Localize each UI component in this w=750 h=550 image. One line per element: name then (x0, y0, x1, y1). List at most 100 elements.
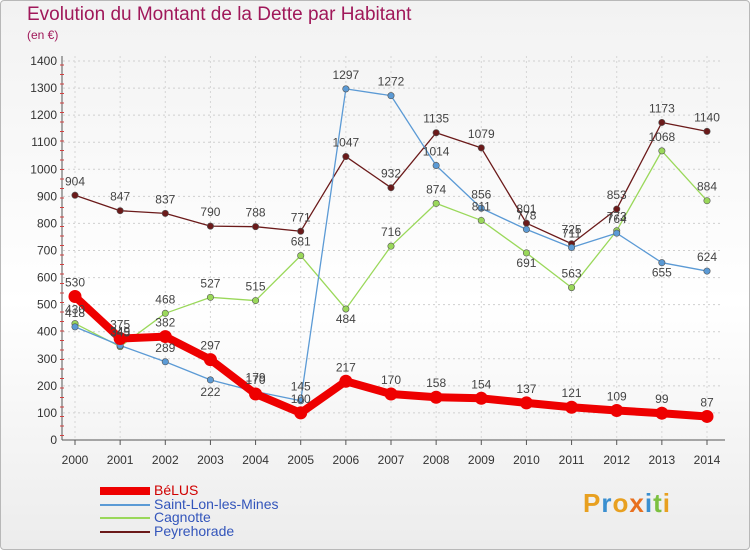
legend-swatch (100, 530, 150, 533)
data-point-peyrehorade (206, 222, 214, 230)
data-point-b-lus (610, 403, 624, 417)
data-label-cagnotte: 884 (697, 180, 717, 194)
x-tick-label: 2010 (513, 453, 540, 467)
data-label-saint-lon-les-mines: 624 (697, 250, 717, 264)
x-tick-label: 2006 (333, 453, 360, 467)
y-tick-label: 700 (37, 244, 57, 258)
data-label-peyrehorade: 790 (200, 205, 220, 219)
data-label-b-lus: 109 (607, 389, 627, 403)
data-label-cagnotte: 515 (246, 280, 266, 294)
data-point-saint-lon-les-mines (703, 267, 711, 275)
legend-label: Peyrehorade (154, 522, 235, 539)
data-label-peyrehorade: 788 (246, 206, 266, 220)
y-tick-label: 1300 (30, 81, 57, 95)
logo-letter: P (583, 488, 602, 518)
data-point-cagnotte (252, 297, 260, 305)
data-point-cagnotte (522, 249, 530, 257)
data-label-cagnotte: 773 (607, 210, 627, 224)
legend-swatch (100, 517, 150, 519)
data-label-b-lus: 375 (110, 317, 130, 331)
data-point-peyrehorade (161, 209, 169, 217)
data-label-peyrehorade: 904 (65, 174, 85, 188)
logo-letter: r (601, 488, 613, 518)
x-tick-label: 2009 (468, 453, 495, 467)
data-point-b-lus (519, 396, 533, 410)
y-tick-label: 800 (37, 216, 57, 230)
data-point-saint-lon-les-mines (432, 161, 440, 169)
x-tick-label: 2007 (378, 453, 405, 467)
data-label-b-lus: 170 (381, 373, 401, 387)
data-point-b-lus (429, 390, 443, 404)
x-tick-label: 2008 (423, 453, 450, 467)
data-point-cagnotte (387, 242, 395, 250)
data-label-b-lus: 121 (562, 386, 582, 400)
data-labels: 904 847 837 790 788 771 1047 932 1135 1079 801 725 8… (65, 68, 720, 410)
x-tick-label: 2002 (152, 453, 179, 467)
data-point-saint-lon-les-mines (568, 244, 576, 252)
data-label-b-lus: 297 (200, 339, 220, 353)
y-tick-label: 400 (37, 325, 57, 339)
logo-letter: t (653, 488, 663, 518)
data-label-saint-lon-les-mines: 179 (246, 371, 266, 385)
chart-title: Evolution du Montant de la Dette par Hab… (27, 4, 412, 25)
data-label-cagnotte: 468 (155, 292, 175, 306)
data-label-cagnotte: 681 (291, 235, 311, 249)
x-tick-label: 2005 (287, 453, 314, 467)
data-point-cagnotte (703, 197, 711, 205)
data-point-b-lus (700, 409, 714, 423)
grid-lines (63, 56, 723, 441)
data-point-saint-lon-les-mines (387, 92, 395, 100)
data-point-peyrehorade (703, 127, 711, 135)
data-label-cagnotte: 874 (426, 182, 446, 196)
data-label-saint-lon-les-mines: 655 (652, 266, 672, 280)
data-label-b-lus: 158 (426, 376, 446, 390)
data-label-peyrehorade: 801 (516, 202, 536, 216)
data-point-b-lus (158, 330, 172, 344)
data-label-b-lus: 87 (700, 395, 714, 409)
data-point-cagnotte (297, 252, 305, 260)
data-point-saint-lon-les-mines (71, 323, 79, 331)
data-label-cagnotte: 484 (336, 312, 356, 326)
data-point-peyrehorade (116, 207, 124, 215)
data-point-saint-lon-les-mines (161, 358, 169, 366)
data-label-saint-lon-les-mines: 1272 (378, 75, 405, 89)
data-point-cagnotte (477, 216, 485, 224)
data-point-saint-lon-les-mines (477, 204, 485, 212)
data-label-saint-lon-les-mines: 711 (562, 227, 581, 241)
data-label-saint-lon-les-mines: 778 (516, 208, 536, 222)
data-point-saint-lon-les-mines (206, 376, 214, 384)
data-label-peyrehorade: 1173 (649, 101, 675, 115)
data-label-peyrehorade: 837 (155, 192, 175, 206)
data-point-saint-lon-les-mines (658, 259, 666, 267)
data-label-b-lus: 99 (655, 392, 669, 406)
data-label-peyrehorade: 1135 (423, 112, 449, 126)
proxiti-logo: Proxiti (583, 488, 671, 519)
y-tick-label: 1100 (31, 135, 57, 149)
data-point-b-lus (565, 400, 579, 414)
data-point-b-lus (249, 387, 263, 401)
data-point-peyrehorade (252, 223, 260, 231)
data-point-b-lus (474, 391, 488, 405)
data-label-cagnotte: 691 (516, 256, 536, 270)
y-tick-label: 600 (37, 271, 57, 285)
logo-letter: o (612, 488, 630, 518)
logo-letter: i (662, 488, 671, 518)
data-label-b-lus: 170 (246, 373, 266, 387)
data-label-peyrehorade: 847 (110, 190, 130, 204)
data-point-cagnotte (342, 305, 350, 313)
data-label-cagnotte: 716 (381, 225, 401, 239)
data-points (68, 85, 714, 423)
y-tick-label: 100 (37, 406, 57, 420)
data-point-peyrehorade (658, 118, 666, 126)
data-label-b-lus: 137 (516, 382, 536, 396)
data-label-b-lus: 382 (155, 316, 175, 330)
data-point-peyrehorade (613, 205, 621, 213)
x-tick-label: 2011 (559, 453, 585, 467)
data-label-saint-lon-les-mines: 1014 (423, 144, 450, 158)
data-label-saint-lon-les-mines: 418 (65, 306, 85, 320)
data-label-peyrehorade: 1079 (468, 127, 495, 141)
x-tick-label: 2001 (107, 453, 134, 467)
data-label-peyrehorade: 932 (381, 167, 401, 181)
data-label-saint-lon-les-mines: 222 (200, 385, 220, 399)
